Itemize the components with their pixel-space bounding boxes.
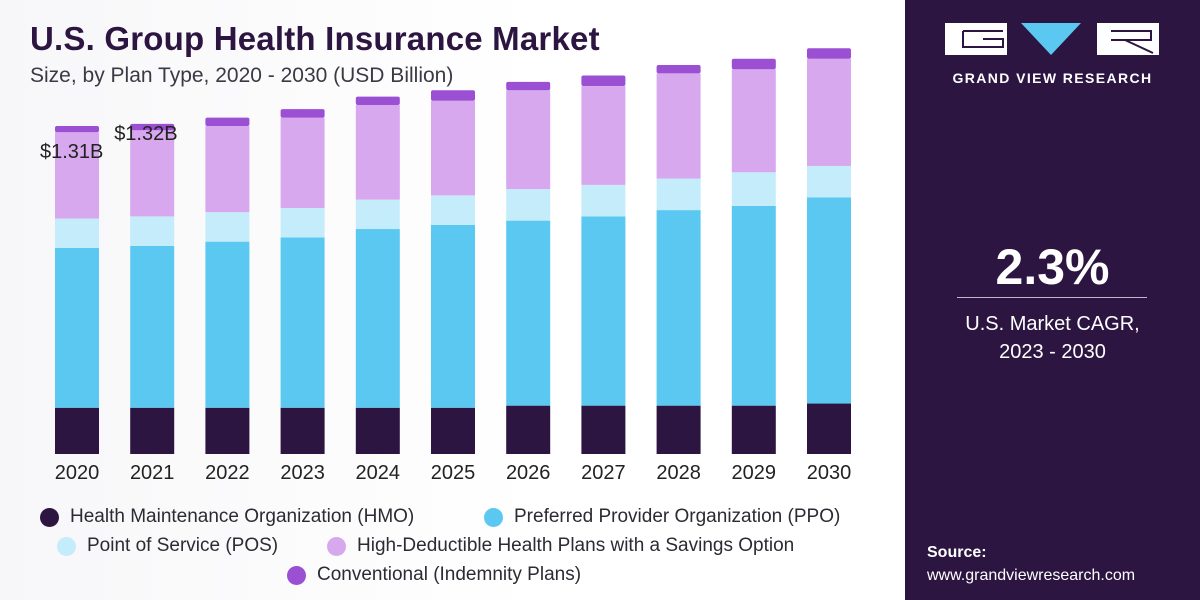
bar-hdhp-2029	[731, 69, 776, 173]
bar-pos-2030	[807, 165, 851, 198]
bar-ppo-2021	[130, 245, 175, 408]
bar-conventional-2023	[280, 109, 325, 118]
bar-pos-2026	[506, 189, 551, 221]
legend-item-conventional: Conventional (Indemnity Plans)	[287, 564, 581, 586]
bar-hdhp-2020	[55, 132, 99, 219]
bar-pos-2028	[656, 178, 701, 211]
bar-hmo-2029	[731, 405, 776, 454]
brand-name: GRAND VIEW RESEARCH	[952, 70, 1153, 86]
bar-hmo-2026	[506, 405, 551, 454]
bar-ppo-2029	[731, 205, 776, 406]
chart-subtitle: Size, by Plan Type, 2020 - 2030 (USD Bil…	[30, 64, 454, 87]
cagr-label-line2: 2023 - 2030	[999, 341, 1106, 363]
bar-hmo-2020	[55, 407, 99, 454]
legend-label-ppo: Preferred Provider Organization (PPO)	[514, 506, 841, 527]
cagr-divider	[957, 297, 1147, 298]
x-tick-label-2021: 2021	[130, 462, 175, 484]
bar-ppo-2020	[55, 247, 99, 408]
bar-pos-2023	[280, 208, 325, 238]
bar-pos-2027	[581, 184, 626, 217]
bar-pos-2024	[355, 199, 400, 230]
bar-conventional-2027	[581, 75, 626, 87]
source-heading: Source:	[927, 544, 987, 561]
bar-hdhp-2023	[280, 117, 325, 208]
legend-item-ppo: Preferred Provider Organization (PPO)	[484, 506, 840, 528]
bar-ppo-2030	[807, 197, 851, 404]
legend-swatch-pos	[57, 536, 76, 556]
bar-pos-2022	[205, 212, 250, 242]
bar-hdhp-2027	[581, 86, 626, 185]
bar-hdhp-2021	[130, 130, 175, 217]
data-label-2020: $1.31B	[40, 141, 103, 163]
bar-conventional-2026	[506, 81, 551, 91]
stacked-bar-chart: 2020 2021 2022 2023 2024 2025 2026 2027 2028 2029…	[40, 48, 852, 484]
cagr-value: 2.3%	[995, 239, 1110, 295]
x-tick-label-2030: 2030	[807, 462, 852, 484]
legend-swatch-hdhp	[327, 536, 346, 556]
x-tick-label-2029: 2029	[732, 462, 777, 484]
bar-ppo-2026	[506, 220, 551, 406]
bar-conventional-2025	[431, 90, 475, 101]
bar-pos-2029	[731, 172, 776, 206]
legend-item-pos: Point of Service (POS)	[57, 535, 278, 557]
legend-label-hmo: Health Maintenance Organization (HMO)	[70, 506, 415, 527]
bar-ppo-2024	[355, 229, 400, 408]
bar-conventional-2020	[55, 126, 99, 133]
bar-ppo-2027	[581, 216, 626, 406]
bar-hmo-2021	[130, 407, 175, 454]
source-link[interactable]: www.grandviewresearch.com	[927, 567, 1136, 584]
bar-pos-2021	[130, 216, 175, 246]
cagr-label: U.S. Market CAGR, 2023 - 2030	[905, 310, 1200, 366]
legend-item-hmo: Health Maintenance Organization (HMO)	[40, 506, 414, 528]
bar-hdhp-2028	[656, 73, 701, 179]
bar-ppo-2028	[656, 210, 701, 406]
legend-swatch-ppo	[484, 507, 503, 527]
bar-ppo-2022	[205, 241, 250, 408]
legend-label-hdhp: High-Deductible Health Plans with a Savi…	[357, 535, 795, 556]
bar-hdhp-2025	[431, 100, 475, 196]
bar-hdhp-2024	[355, 104, 400, 200]
bar-hmo-2028	[656, 405, 701, 454]
info-sidebar: GRAND VIEW RESEARCH 2.3% U.S. Market CAG…	[905, 0, 1200, 600]
bar-hmo-2025	[431, 407, 475, 454]
x-tick-label-2023: 2023	[280, 462, 325, 484]
x-tick-label-2027: 2027	[581, 462, 626, 484]
data-label-2021: $1.32B	[114, 123, 177, 145]
bar-conventional-2030	[807, 48, 851, 59]
legend-swatch-conventional	[287, 565, 306, 585]
legend-swatch-hmo	[40, 507, 59, 527]
bar-conventional-2022	[205, 117, 250, 126]
legend-label-conventional: Conventional (Indemnity Plans)	[317, 564, 582, 585]
cagr-label-line1: U.S. Market CAGR,	[965, 313, 1140, 335]
x-tick-label-2020: 2020	[55, 462, 100, 484]
bar-conventional-2021	[130, 123, 175, 131]
legend-label-pos: Point of Service (POS)	[87, 535, 279, 556]
bar-hmo-2030	[807, 403, 851, 454]
bar-pos-2025	[431, 195, 475, 225]
bar-conventional-2028	[656, 65, 701, 74]
x-tick-label-2028: 2028	[656, 462, 701, 484]
bar-ppo-2025	[431, 224, 475, 408]
company-logo	[945, 23, 1159, 55]
bar-ppo-2023	[280, 237, 325, 408]
chart-title: U.S. Group Health Insurance Market	[30, 20, 600, 57]
x-tick-label-2026: 2026	[506, 462, 551, 484]
bar-pos-2020	[55, 218, 99, 248]
legend-item-hdhp: High-Deductible Health Plans with a Savi…	[327, 535, 794, 557]
x-tick-label-2024: 2024	[356, 462, 401, 484]
bar-hdhp-2030	[807, 58, 851, 166]
bar-conventional-2029	[731, 58, 776, 70]
bar-hdhp-2026	[506, 90, 551, 190]
bar-hmo-2024	[355, 407, 400, 454]
x-tick-label-2025: 2025	[431, 462, 476, 484]
bar-hmo-2023	[280, 407, 325, 454]
bar-hmo-2027	[581, 405, 626, 454]
bar-conventional-2024	[355, 96, 400, 105]
bar-hmo-2022	[205, 407, 250, 454]
bar-hdhp-2022	[205, 126, 250, 213]
x-tick-label-2022: 2022	[205, 462, 250, 484]
